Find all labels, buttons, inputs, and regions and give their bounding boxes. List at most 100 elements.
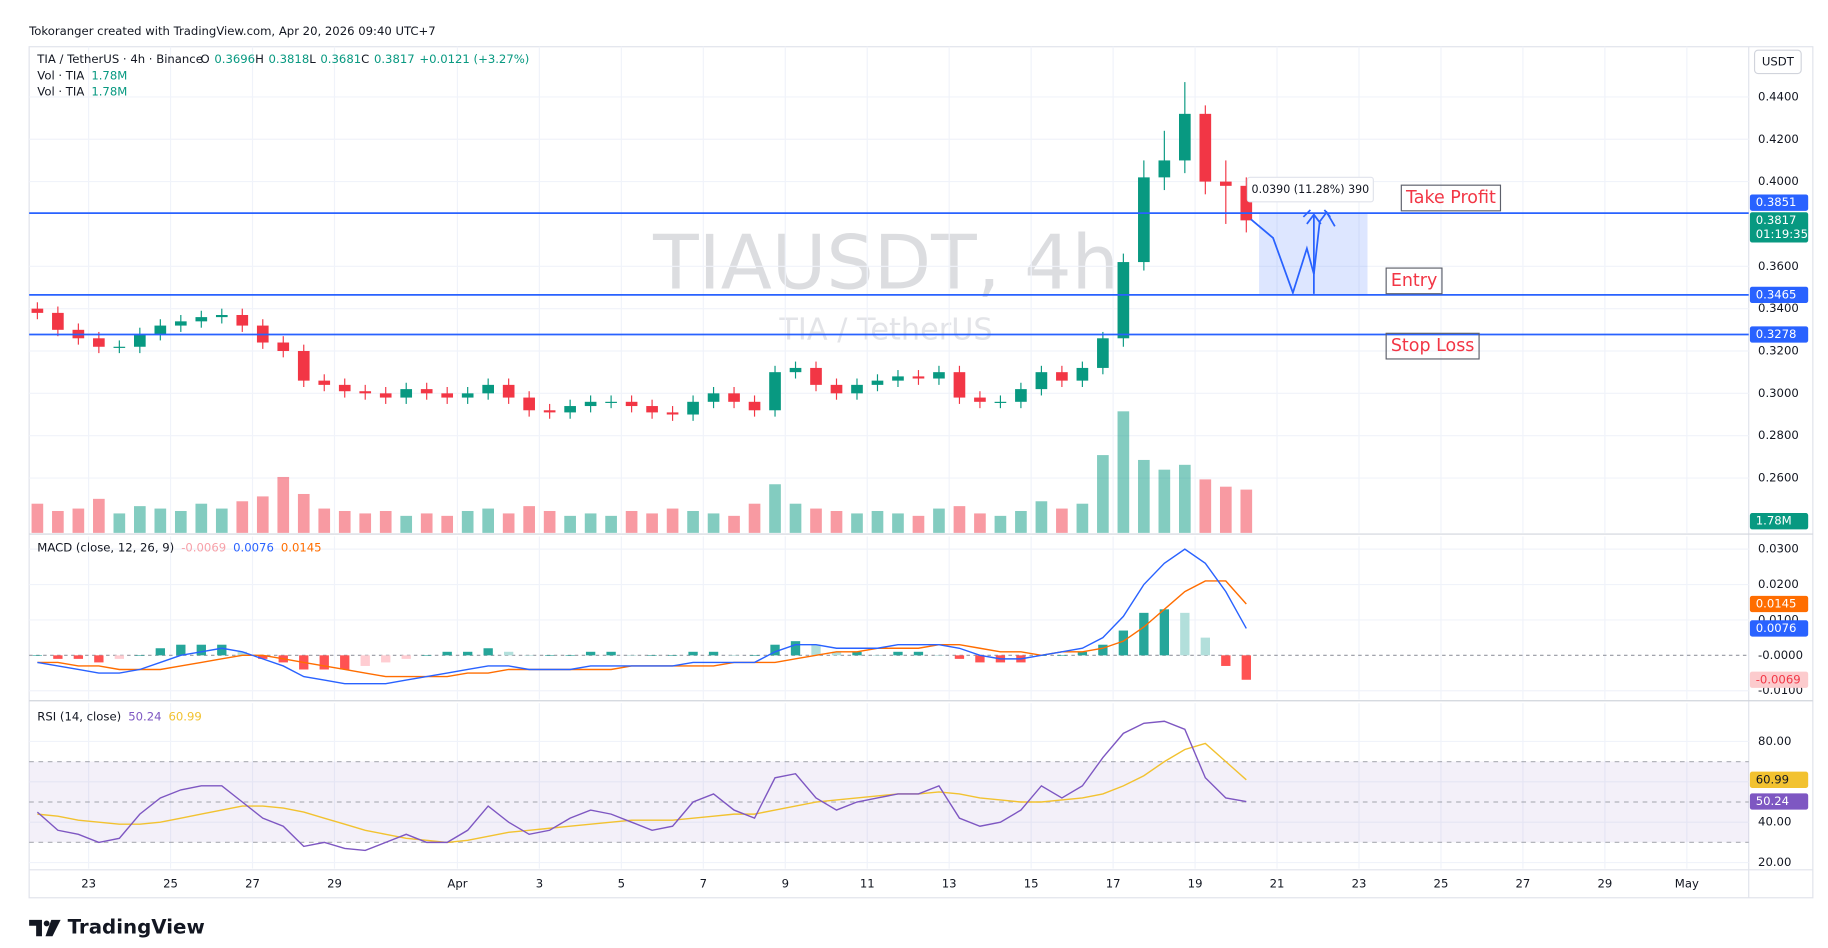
volume-bar — [728, 515, 740, 533]
volume-bar — [338, 510, 351, 533]
candle-body — [1015, 389, 1027, 402]
y-tick-label: 40.00 — [1758, 815, 1791, 829]
candle-body — [502, 384, 515, 398]
legend-text: Vol · TIA — [37, 85, 84, 99]
volume-bar — [1035, 501, 1048, 533]
x-tick-label: 9 — [782, 876, 789, 890]
macd-histogram-bar — [503, 651, 514, 656]
candle-body — [687, 401, 699, 415]
level-label-box — [1385, 267, 1443, 295]
macd-histogram-bar — [811, 644, 821, 656]
candle-body — [236, 314, 249, 326]
volume-bar — [584, 513, 597, 533]
watermark-subtitle: TIA / TetherUS — [778, 313, 992, 348]
candle-body — [359, 391, 372, 394]
rsi-ma-line — [37, 742, 1247, 844]
macd-histogram-bar — [53, 655, 63, 659]
candle-body — [379, 393, 392, 398]
candle-body — [174, 321, 187, 326]
legend-text: 0.0145 — [281, 541, 322, 555]
x-tick-label: 27 — [1516, 876, 1531, 890]
candle-body — [564, 406, 576, 413]
level-label: Stop Loss — [1391, 336, 1475, 356]
candle-body — [953, 372, 966, 398]
macd-histogram-bar — [1077, 651, 1088, 656]
macd-histogram-bar — [114, 655, 125, 659]
legend-text: C — [361, 52, 369, 66]
x-tick-label: 3 — [536, 876, 543, 890]
x-tick-label: 29 — [1597, 876, 1612, 890]
legend-text: 0.3818 — [269, 52, 310, 66]
y-tick-label: 0.3000 — [1758, 386, 1799, 400]
currency-box[interactable] — [1753, 49, 1802, 75]
rsi-line — [36, 720, 1247, 852]
candle-body — [1199, 113, 1212, 182]
level-tag-bg — [1749, 286, 1809, 304]
volume-bar — [482, 508, 494, 533]
candle-body — [707, 393, 720, 402]
candle-body — [851, 384, 863, 394]
macd-histogram-bar — [585, 651, 596, 656]
level-label: Entry — [1391, 271, 1437, 291]
volume-bar — [1117, 411, 1130, 533]
projection — [1250, 209, 1336, 296]
y-tick-label: -0.0000 — [1758, 648, 1803, 662]
x-tick-label: 5 — [618, 876, 625, 890]
volume-bar — [379, 510, 392, 533]
candle-body — [1035, 372, 1048, 390]
y-tick-label: 20.00 — [1758, 855, 1791, 869]
candle-body — [789, 367, 802, 373]
volume-bar — [400, 515, 413, 533]
volume-bar — [174, 510, 187, 533]
histogram-tag-bg — [1749, 671, 1809, 688]
macd-histogram-bar — [360, 655, 370, 666]
legend-text: -0.0069 — [181, 541, 226, 555]
y-tick-label: 0.4000 — [1758, 174, 1799, 188]
candle-body — [400, 389, 413, 398]
legend-text: H — [255, 52, 264, 66]
macd-histogram-bar — [872, 655, 883, 656]
currency: USDT — [1762, 54, 1795, 68]
volume-bar — [605, 515, 617, 533]
candle-body — [933, 372, 945, 379]
volume-bar — [810, 508, 822, 533]
candle-body — [1219, 181, 1232, 186]
volume-bar — [769, 484, 781, 533]
x-tick-label: 25 — [1434, 876, 1449, 890]
volume-bar — [236, 501, 249, 533]
candle-body — [974, 397, 986, 402]
candle-body — [1179, 113, 1191, 161]
volume-bar — [1240, 489, 1253, 533]
volume-bar — [543, 510, 556, 533]
volume-bar — [441, 515, 454, 533]
volume-bar — [420, 513, 433, 533]
macd-histogram-bar — [688, 651, 698, 656]
x-tick-label: 23 — [1352, 876, 1367, 890]
candle-body — [994, 401, 1007, 403]
level-tag-bg — [1749, 194, 1809, 211]
volume-bar — [1097, 455, 1109, 533]
y-tick-label: 0.2800 — [1758, 428, 1799, 442]
macd-histogram-bar — [544, 655, 555, 656]
level-tag: 0.3465 — [1756, 287, 1797, 301]
legend-text: 50.24 — [128, 710, 161, 724]
y-tick-label: 0.0300 — [1758, 542, 1799, 556]
candle-body — [748, 401, 761, 411]
candle-body — [1076, 367, 1089, 381]
candle-body — [297, 350, 310, 381]
volume-bar — [461, 510, 474, 533]
volume-tag-bg — [1749, 513, 1809, 530]
chart-frame — [28, 46, 1814, 899]
legend-text: 0.3681 — [320, 52, 361, 66]
candle-body — [461, 393, 474, 398]
candle-body — [1097, 338, 1109, 368]
macd-histogram-bar — [32, 655, 43, 656]
volume-bar — [830, 510, 843, 533]
macd-histogram-bar — [954, 655, 965, 659]
volume-bar — [953, 506, 966, 533]
macd-histogram-bar — [729, 655, 739, 656]
macd-histogram-bar — [852, 651, 862, 656]
measure-label: 0.0390 (11.28%) 390 — [1252, 183, 1370, 196]
volume-bar — [297, 493, 310, 533]
macd-histogram-bar — [1180, 612, 1190, 656]
